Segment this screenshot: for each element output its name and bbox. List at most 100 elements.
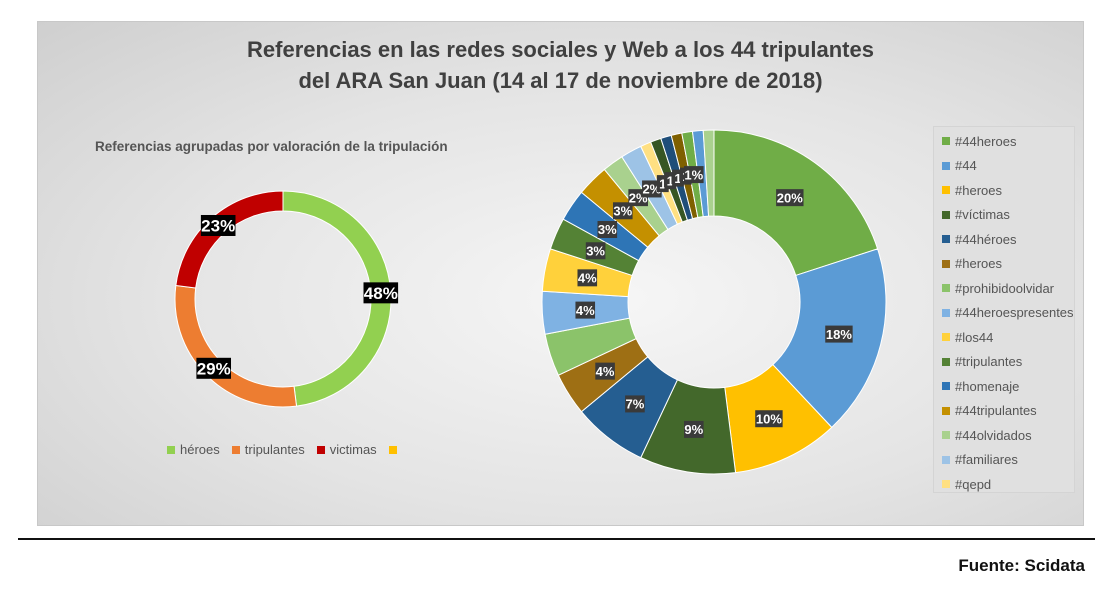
legend-item: victimas [316,442,377,457]
legend-item: #44héroes [942,227,1074,252]
legend-label: #homenaje [955,378,1020,394]
legend-item: #heroes [942,252,1074,277]
legend-item: #víctimas [942,203,1074,228]
legend-item: #los44 [942,325,1074,350]
data-label: 1% [684,167,703,182]
data-label-box [825,325,853,343]
data-label: 4% [578,271,597,286]
legend-label: #qepd [955,476,992,492]
data-label: 29% [197,359,231,378]
legend-label: #familiares [955,452,1018,468]
chart-title: Referencias en las redes sociales y Web … [38,34,1083,96]
source-note: Fuente: Scidata [958,556,1085,575]
legend-label: #44 [955,158,977,174]
chart-title-line1: Referencias en las redes sociales y Web … [247,37,874,62]
data-label: 1 [674,171,681,186]
data-label: 3% [586,243,605,258]
data-label-box [363,282,399,304]
chart-panel: Referencias en las redes sociales y Web … [37,21,1084,526]
legend-item: #qepd [942,472,1074,497]
legend-swatch [942,308,950,317]
data-label-box [684,166,704,184]
legend-label: #víctimas [955,207,1010,223]
data-label: 1 [659,176,666,191]
right-donut-chart: 20%18%10%9%7%4%4%4%3%3%3%2%2%11111% [541,129,887,475]
legend-swatch [942,186,950,195]
donut-slice [702,129,715,217]
data-label: 18% [826,327,852,342]
legend-item: #44heroespresentes [942,301,1074,326]
data-label-box [642,180,662,198]
data-label: 4% [596,364,615,379]
legend-swatch [167,445,175,454]
data-label-box [575,301,596,319]
left-chart-legend: héroes tripulantes victimas [167,442,402,457]
data-label-box [625,395,645,413]
legend-item [388,442,402,457]
data-label-box [664,172,677,190]
data-label-box [196,357,232,379]
legend-label: #tripulantes [955,354,1023,370]
legend-item: tripulantes [231,442,305,457]
legend-item: #familiares [942,448,1074,473]
data-label-box [684,420,704,438]
legend-item: héroes [167,442,220,457]
chart-title-line2: del ARA San Juan (14 al 17 de noviembre … [298,68,823,93]
data-label-box [755,410,783,428]
legend-item: #44olvidados [942,423,1074,448]
legend-swatch [231,445,240,454]
legend-swatch [942,259,950,268]
data-label-box [597,220,618,238]
divider-line [18,538,1095,540]
left-donut-chart: 48% 29% 23% [174,190,399,408]
legend-label: #los44 [955,329,994,345]
legend-label: #prohibidoolvidar [955,280,1055,296]
legend-item: #prohibidoolvidar [942,276,1074,301]
legend-item: #heroes [942,178,1074,203]
data-label-box [612,202,633,220]
legend-item: #44heroes [942,129,1074,154]
data-label-box [585,242,606,260]
data-label-box [577,269,598,287]
legend-label: #44heroespresentes [955,305,1074,321]
legend-swatch [942,333,950,342]
legend-swatch [388,445,397,454]
data-label: 1 [667,173,674,188]
legend-swatch [942,137,950,146]
data-label: 23% [201,217,235,236]
legend-item: #44tripulantes [942,399,1074,424]
legend-item: #tripulantes [942,350,1074,375]
legend-swatch [942,480,950,489]
legend-label: victimas [329,442,377,457]
legend-item: #44 [942,154,1074,179]
legend-swatch [942,406,950,415]
data-label: 3% [598,222,617,237]
data-label: 20% [777,190,803,205]
data-label: 4% [576,303,595,318]
right-chart-legend: #44heroes #44 #heroes #víctimas #44héroes #he… [933,126,1075,493]
data-label: 9% [684,422,703,437]
legend-swatch [942,161,950,170]
legend-label: #44héroes [955,231,1017,247]
data-label-box [200,214,236,236]
legend-swatch [942,382,950,391]
legend-swatch [942,235,950,244]
data-label: 48% [364,284,398,303]
legend-label: héroes [180,442,220,457]
data-label: 10% [756,411,782,426]
legend-swatch [942,455,950,464]
legend-swatch [942,284,950,293]
legend-swatch [316,445,325,454]
legend-swatch [942,210,950,219]
legend-label: #44heroes [955,133,1017,149]
data-label: 3% [613,203,632,218]
legend-label: tripulantes [244,442,305,457]
legend-item: #homenaje [942,374,1074,399]
legend-swatch [942,431,950,440]
donut-slice [175,190,284,289]
legend-swatch [942,357,950,366]
data-label-box [595,362,615,380]
legend-label: #44olvidados [955,427,1032,443]
data-label-box [656,175,669,193]
legend-label: #44tripulantes [955,403,1037,419]
